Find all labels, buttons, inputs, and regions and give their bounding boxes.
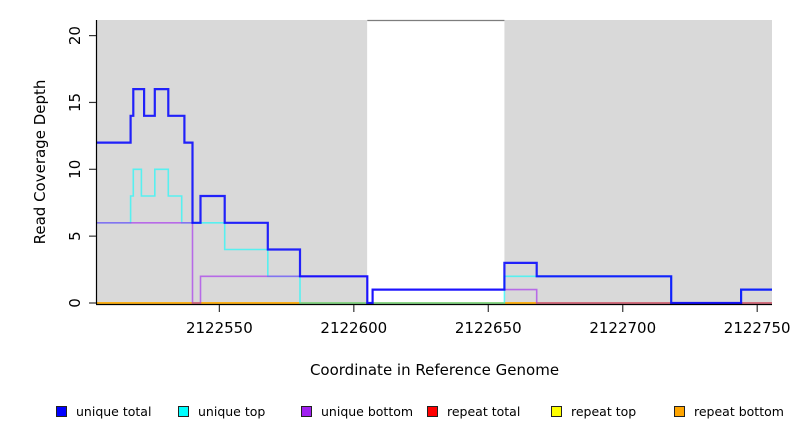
legend-swatch-unique-bottom	[301, 405, 312, 417]
unique-region-gap	[367, 20, 505, 304]
x-tick-label: 2122650	[455, 319, 522, 337]
y-tick-label: 10	[66, 160, 84, 179]
repeat-region-left	[97, 20, 368, 304]
legend-item-repeat-total: repeat total	[427, 401, 520, 421]
legend-label-repeat-top: repeat top	[571, 403, 637, 419]
x-tick-label: 2122700	[589, 319, 656, 337]
legend: unique total unique top unique bottom repea…	[0, 398, 792, 422]
legend-swatch-repeat-bottom	[674, 405, 685, 417]
x-tick-label: 2122550	[186, 319, 253, 337]
legend-label-unique-top: unique top	[198, 403, 266, 419]
series-line-unique-total	[97, 88, 772, 305]
legend-swatch-repeat-total	[427, 405, 438, 417]
legend-item-unique-total: unique total	[56, 401, 151, 421]
y-axis-title: Read Coverage Depth	[31, 79, 49, 245]
legend-label-repeat-total: repeat total	[447, 403, 521, 419]
x-axis-title: Coordinate in Reference Genome	[309, 361, 560, 379]
y-tick-label: 15	[66, 93, 84, 112]
y-tick-label: 20	[66, 26, 84, 45]
legend-item-repeat-bottom: repeat bottom	[674, 401, 784, 421]
y-tick-label: 0	[66, 298, 84, 308]
y-tick-label: 5	[66, 231, 84, 241]
x-tick-label: 2122600	[320, 319, 387, 337]
legend-swatch-unique-top	[178, 405, 189, 417]
legend-label-unique-total: unique total	[76, 403, 152, 419]
legend-item-repeat-top: repeat top	[551, 401, 636, 421]
legend-item-unique-bottom: unique bottom	[301, 401, 413, 421]
repeat-region-right	[504, 20, 772, 304]
legend-swatch-unique-total	[56, 405, 67, 417]
legend-item-unique-top: unique top	[178, 401, 265, 421]
legend-label-unique-bottom: unique bottom	[321, 403, 414, 419]
legend-label-repeat-bottom: repeat bottom	[694, 403, 784, 419]
x-tick-label: 2122750	[724, 319, 791, 337]
legend-swatch-repeat-top	[551, 405, 562, 417]
